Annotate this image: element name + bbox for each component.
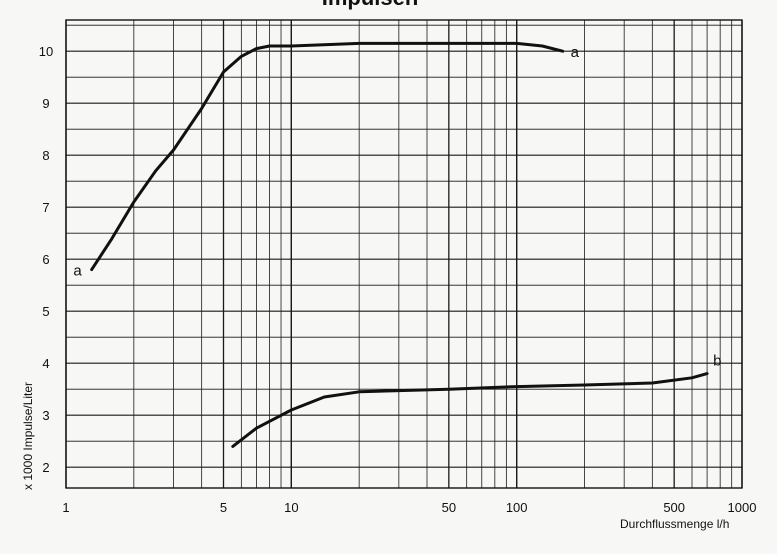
series-labels: a a b — [73, 44, 721, 369]
y-tick-label: 5 — [42, 304, 49, 319]
series-lines — [90, 41, 709, 448]
x-tick-label: 500 — [663, 500, 685, 515]
x-tick-label: 50 — [442, 500, 456, 515]
y-tick-label: 8 — [42, 148, 49, 163]
series-label-a-start: a — [73, 263, 82, 280]
series-line-b — [231, 372, 709, 448]
x-axis-label: Durchflussmenge l/h — [620, 517, 729, 531]
series-line-a — [90, 41, 565, 272]
y-tick-label: 9 — [42, 96, 49, 111]
y-tick-label: 4 — [42, 356, 49, 371]
y-tick-label: 10 — [39, 44, 53, 59]
y-tick-label: 6 — [42, 252, 49, 267]
x-tick-label: 100 — [506, 500, 528, 515]
x-tick-label: 1 — [62, 500, 69, 515]
series-label-b: b — [713, 353, 721, 370]
x-tick-label: 10 — [284, 500, 298, 515]
y-tick-label: 3 — [42, 408, 49, 423]
y-tick-label: 2 — [42, 460, 49, 475]
grid — [65, 19, 743, 489]
y-tick-label: 7 — [42, 200, 49, 215]
plot-frame — [65, 19, 743, 489]
x-tick-label: 1000 — [728, 500, 757, 515]
series-label-a-end: a — [571, 44, 580, 61]
chart-title: Impulsen — [322, 0, 419, 10]
x-tick-label: 5 — [220, 500, 227, 515]
y-axis-label: x 1000 Impulse/Liter — [21, 382, 35, 490]
tick-labels: 2 3 4 5 6 7 8 9 10 1 5 10 50 100 500 1000 — [39, 44, 757, 515]
